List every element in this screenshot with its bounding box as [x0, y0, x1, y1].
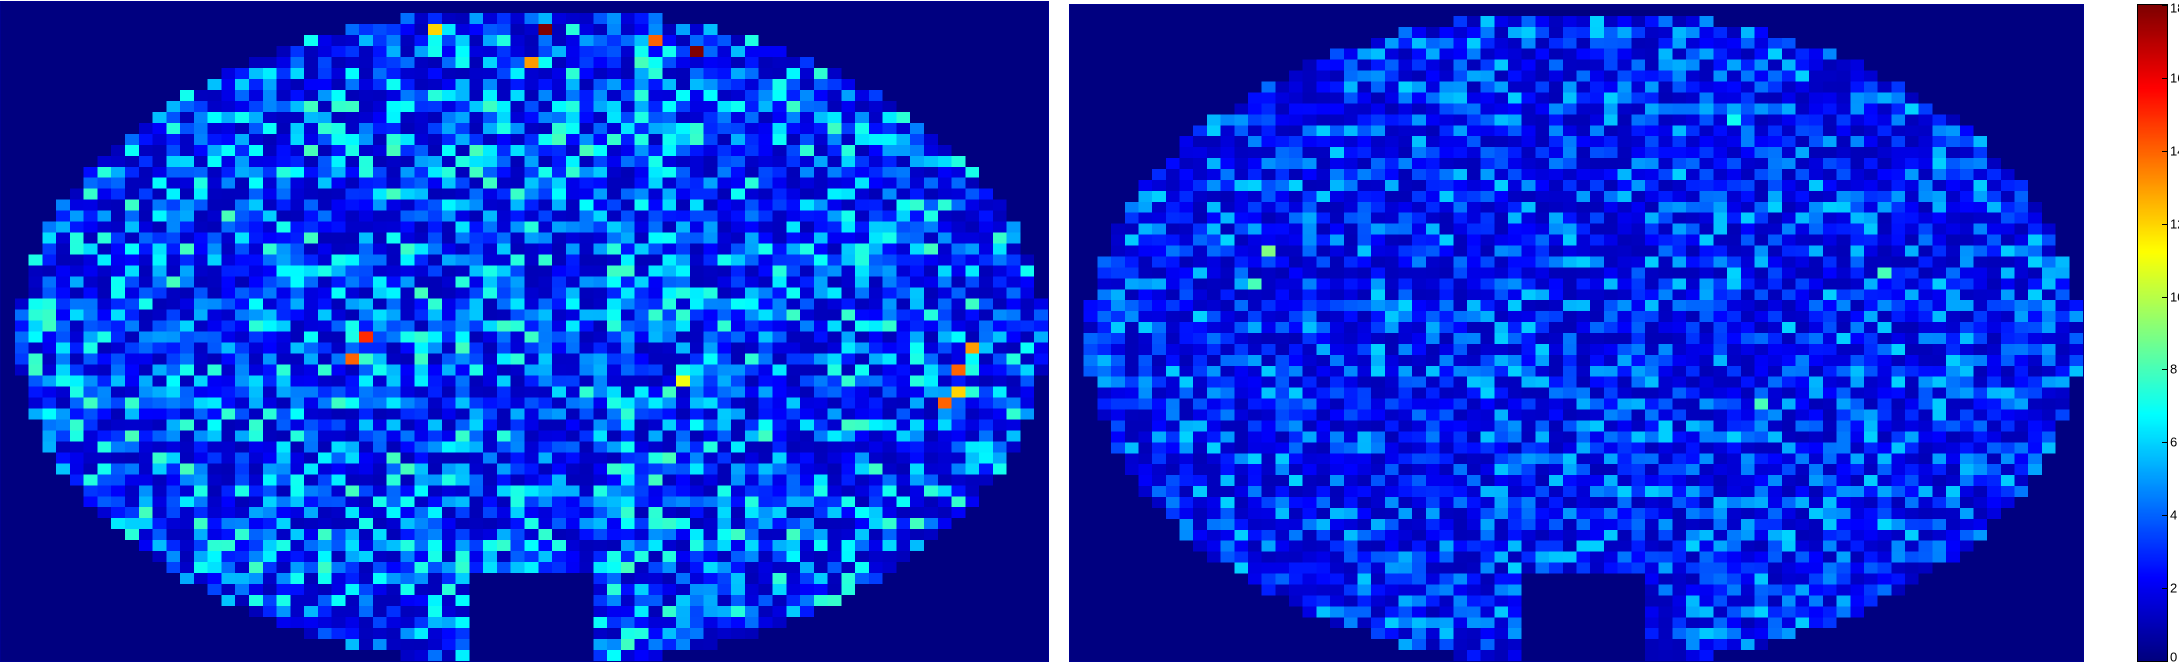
left-heatmap-panel: [0, 1, 1049, 662]
left-heatmap-cells: [1, 2, 1048, 661]
colorbar-gradient: [2138, 5, 2167, 661]
colorbar-tick-mark: [2162, 661, 2167, 662]
colorbar-tick-mark: [2162, 296, 2167, 298]
colorbar-tick-mark: [2162, 442, 2167, 444]
colorbar: [2137, 4, 2168, 662]
colorbar-tick-mark: [2162, 369, 2167, 371]
colorbar-tick-label: 12: [2170, 216, 2179, 232]
colorbar-tick-label: 16: [2170, 70, 2179, 86]
colorbar-tick-mark: [2162, 223, 2167, 225]
colorbar-tick-label: 4: [2170, 507, 2178, 523]
colorbar-tick-label: 8: [2170, 361, 2178, 377]
colorbar-tick-label: 14: [2170, 143, 2179, 159]
colorbar-tick-label: 6: [2170, 434, 2178, 450]
colorbar-tick-label: 10: [2170, 289, 2179, 305]
colorbar-tick-mark: [2162, 150, 2167, 152]
colorbar-tick-mark: [2162, 515, 2167, 517]
colorbar-tick-mark: [2162, 5, 2167, 6]
colorbar-tick-label: 2: [2170, 580, 2178, 596]
colorbar-tick-mark: [2162, 588, 2167, 590]
colorbar-tick-mark: [2162, 77, 2167, 79]
colorbar-tick-label: 0: [2170, 649, 2178, 665]
right-heatmap-panel: [1069, 4, 2084, 662]
right-heatmap-cells: [1070, 5, 2083, 661]
colorbar-tick-label: 18: [2170, 0, 2179, 16]
